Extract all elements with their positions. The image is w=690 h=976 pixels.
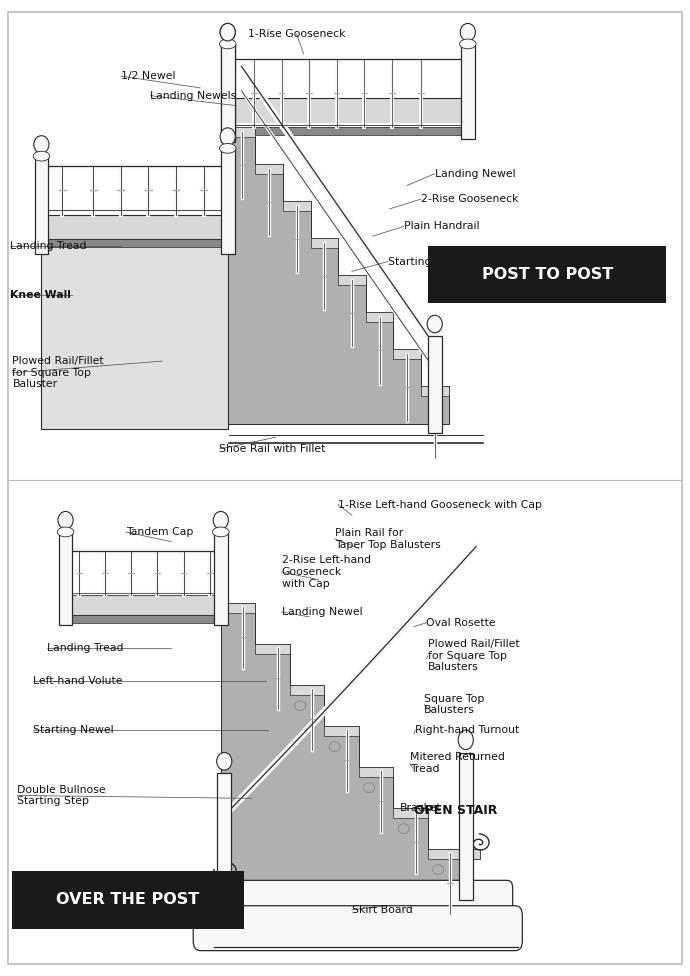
Bar — [12, 871, 244, 929]
Polygon shape — [255, 164, 283, 174]
Polygon shape — [324, 726, 359, 736]
Polygon shape — [66, 615, 221, 623]
Polygon shape — [338, 275, 366, 285]
Ellipse shape — [58, 511, 73, 529]
Text: Landing Newels: Landing Newels — [150, 91, 237, 101]
Text: 1/2 Newel: 1/2 Newel — [121, 71, 175, 81]
Text: Plain Handrail: Plain Handrail — [404, 222, 479, 231]
Text: Mitered Returned
Tread: Mitered Returned Tread — [410, 752, 504, 774]
Text: Shoe Rail with Fillet: Shoe Rail with Fillet — [219, 444, 326, 454]
Ellipse shape — [213, 511, 228, 529]
Text: Landing Newel: Landing Newel — [282, 607, 362, 617]
Text: Starting Newel: Starting Newel — [33, 725, 114, 735]
Polygon shape — [283, 201, 310, 211]
Bar — [459, 753, 473, 900]
Ellipse shape — [33, 151, 50, 161]
Polygon shape — [228, 127, 448, 424]
Bar — [221, 44, 235, 142]
Ellipse shape — [213, 527, 229, 537]
Text: Starting Newel: Starting Newel — [388, 257, 469, 266]
Bar — [59, 532, 72, 625]
Ellipse shape — [220, 23, 235, 41]
Text: Knee Wall: Knee Wall — [10, 290, 71, 300]
Polygon shape — [228, 127, 255, 137]
Polygon shape — [310, 238, 338, 248]
Ellipse shape — [34, 136, 49, 153]
Text: Landing Tread: Landing Tread — [10, 241, 87, 251]
Ellipse shape — [57, 527, 74, 537]
Text: Skirt Board: Skirt Board — [352, 905, 413, 915]
Bar — [428, 246, 666, 303]
Polygon shape — [41, 215, 228, 239]
Bar — [428, 336, 442, 433]
Bar — [41, 239, 228, 429]
Text: Double Bullnose
Starting Step: Double Bullnose Starting Step — [17, 785, 106, 806]
Text: Plowed Rail/Fillet
for Square Top
Baluster: Plowed Rail/Fillet for Square Top Balust… — [12, 356, 104, 389]
Ellipse shape — [460, 39, 476, 49]
Polygon shape — [228, 127, 469, 135]
Text: OPEN STAIR: OPEN STAIR — [414, 803, 497, 817]
Text: Plowed Rail/Fillet
for Square Top
Balusters: Plowed Rail/Fillet for Square Top Balust… — [428, 639, 520, 672]
Ellipse shape — [220, 128, 235, 145]
Polygon shape — [66, 595, 221, 615]
Text: 1-Rise Left-hand Gooseneck with Cap: 1-Rise Left-hand Gooseneck with Cap — [338, 500, 542, 509]
Text: Left-hand Volute: Left-hand Volute — [33, 676, 123, 686]
FancyBboxPatch shape — [193, 906, 522, 951]
Text: 2-Rise Gooseneck: 2-Rise Gooseneck — [421, 194, 518, 204]
Polygon shape — [221, 603, 462, 890]
Text: Landing Newel: Landing Newel — [435, 169, 515, 179]
Polygon shape — [228, 98, 469, 127]
Polygon shape — [393, 808, 428, 818]
Text: 2-Rise Left-hand
Gooseneck
with Cap: 2-Rise Left-hand Gooseneck with Cap — [282, 555, 371, 589]
Ellipse shape — [427, 315, 442, 333]
Polygon shape — [462, 849, 480, 859]
Bar — [221, 148, 235, 254]
Text: Tandem Cap: Tandem Cap — [126, 527, 193, 537]
Ellipse shape — [458, 730, 473, 750]
Ellipse shape — [219, 39, 236, 49]
Text: Oval Rosette: Oval Rosette — [426, 618, 496, 628]
Ellipse shape — [217, 752, 232, 770]
FancyBboxPatch shape — [203, 880, 513, 925]
Bar — [221, 44, 235, 139]
Text: OVER THE POST: OVER THE POST — [56, 892, 199, 908]
Polygon shape — [428, 849, 462, 859]
Text: Right-hand Turnout: Right-hand Turnout — [415, 725, 520, 735]
Polygon shape — [359, 767, 393, 777]
Bar — [214, 532, 228, 625]
Polygon shape — [421, 386, 448, 396]
Ellipse shape — [219, 143, 236, 153]
Bar — [461, 44, 475, 139]
Text: Square Top
Balusters: Square Top Balusters — [424, 694, 484, 715]
Bar — [34, 156, 48, 254]
Text: Landing Tread: Landing Tread — [47, 643, 124, 653]
Polygon shape — [290, 685, 324, 695]
Text: Bracket: Bracket — [400, 803, 441, 813]
Text: Plain Rail for
Taper Top Balusters: Plain Rail for Taper Top Balusters — [335, 528, 440, 549]
Polygon shape — [221, 603, 255, 613]
Text: 1-Rise Gooseneck: 1-Rise Gooseneck — [248, 29, 346, 39]
Ellipse shape — [220, 23, 235, 41]
Bar — [217, 773, 231, 900]
Polygon shape — [366, 312, 393, 322]
Polygon shape — [41, 239, 228, 247]
Polygon shape — [255, 644, 290, 654]
Polygon shape — [393, 349, 421, 359]
Ellipse shape — [460, 23, 475, 41]
Text: POST TO POST: POST TO POST — [482, 266, 613, 282]
